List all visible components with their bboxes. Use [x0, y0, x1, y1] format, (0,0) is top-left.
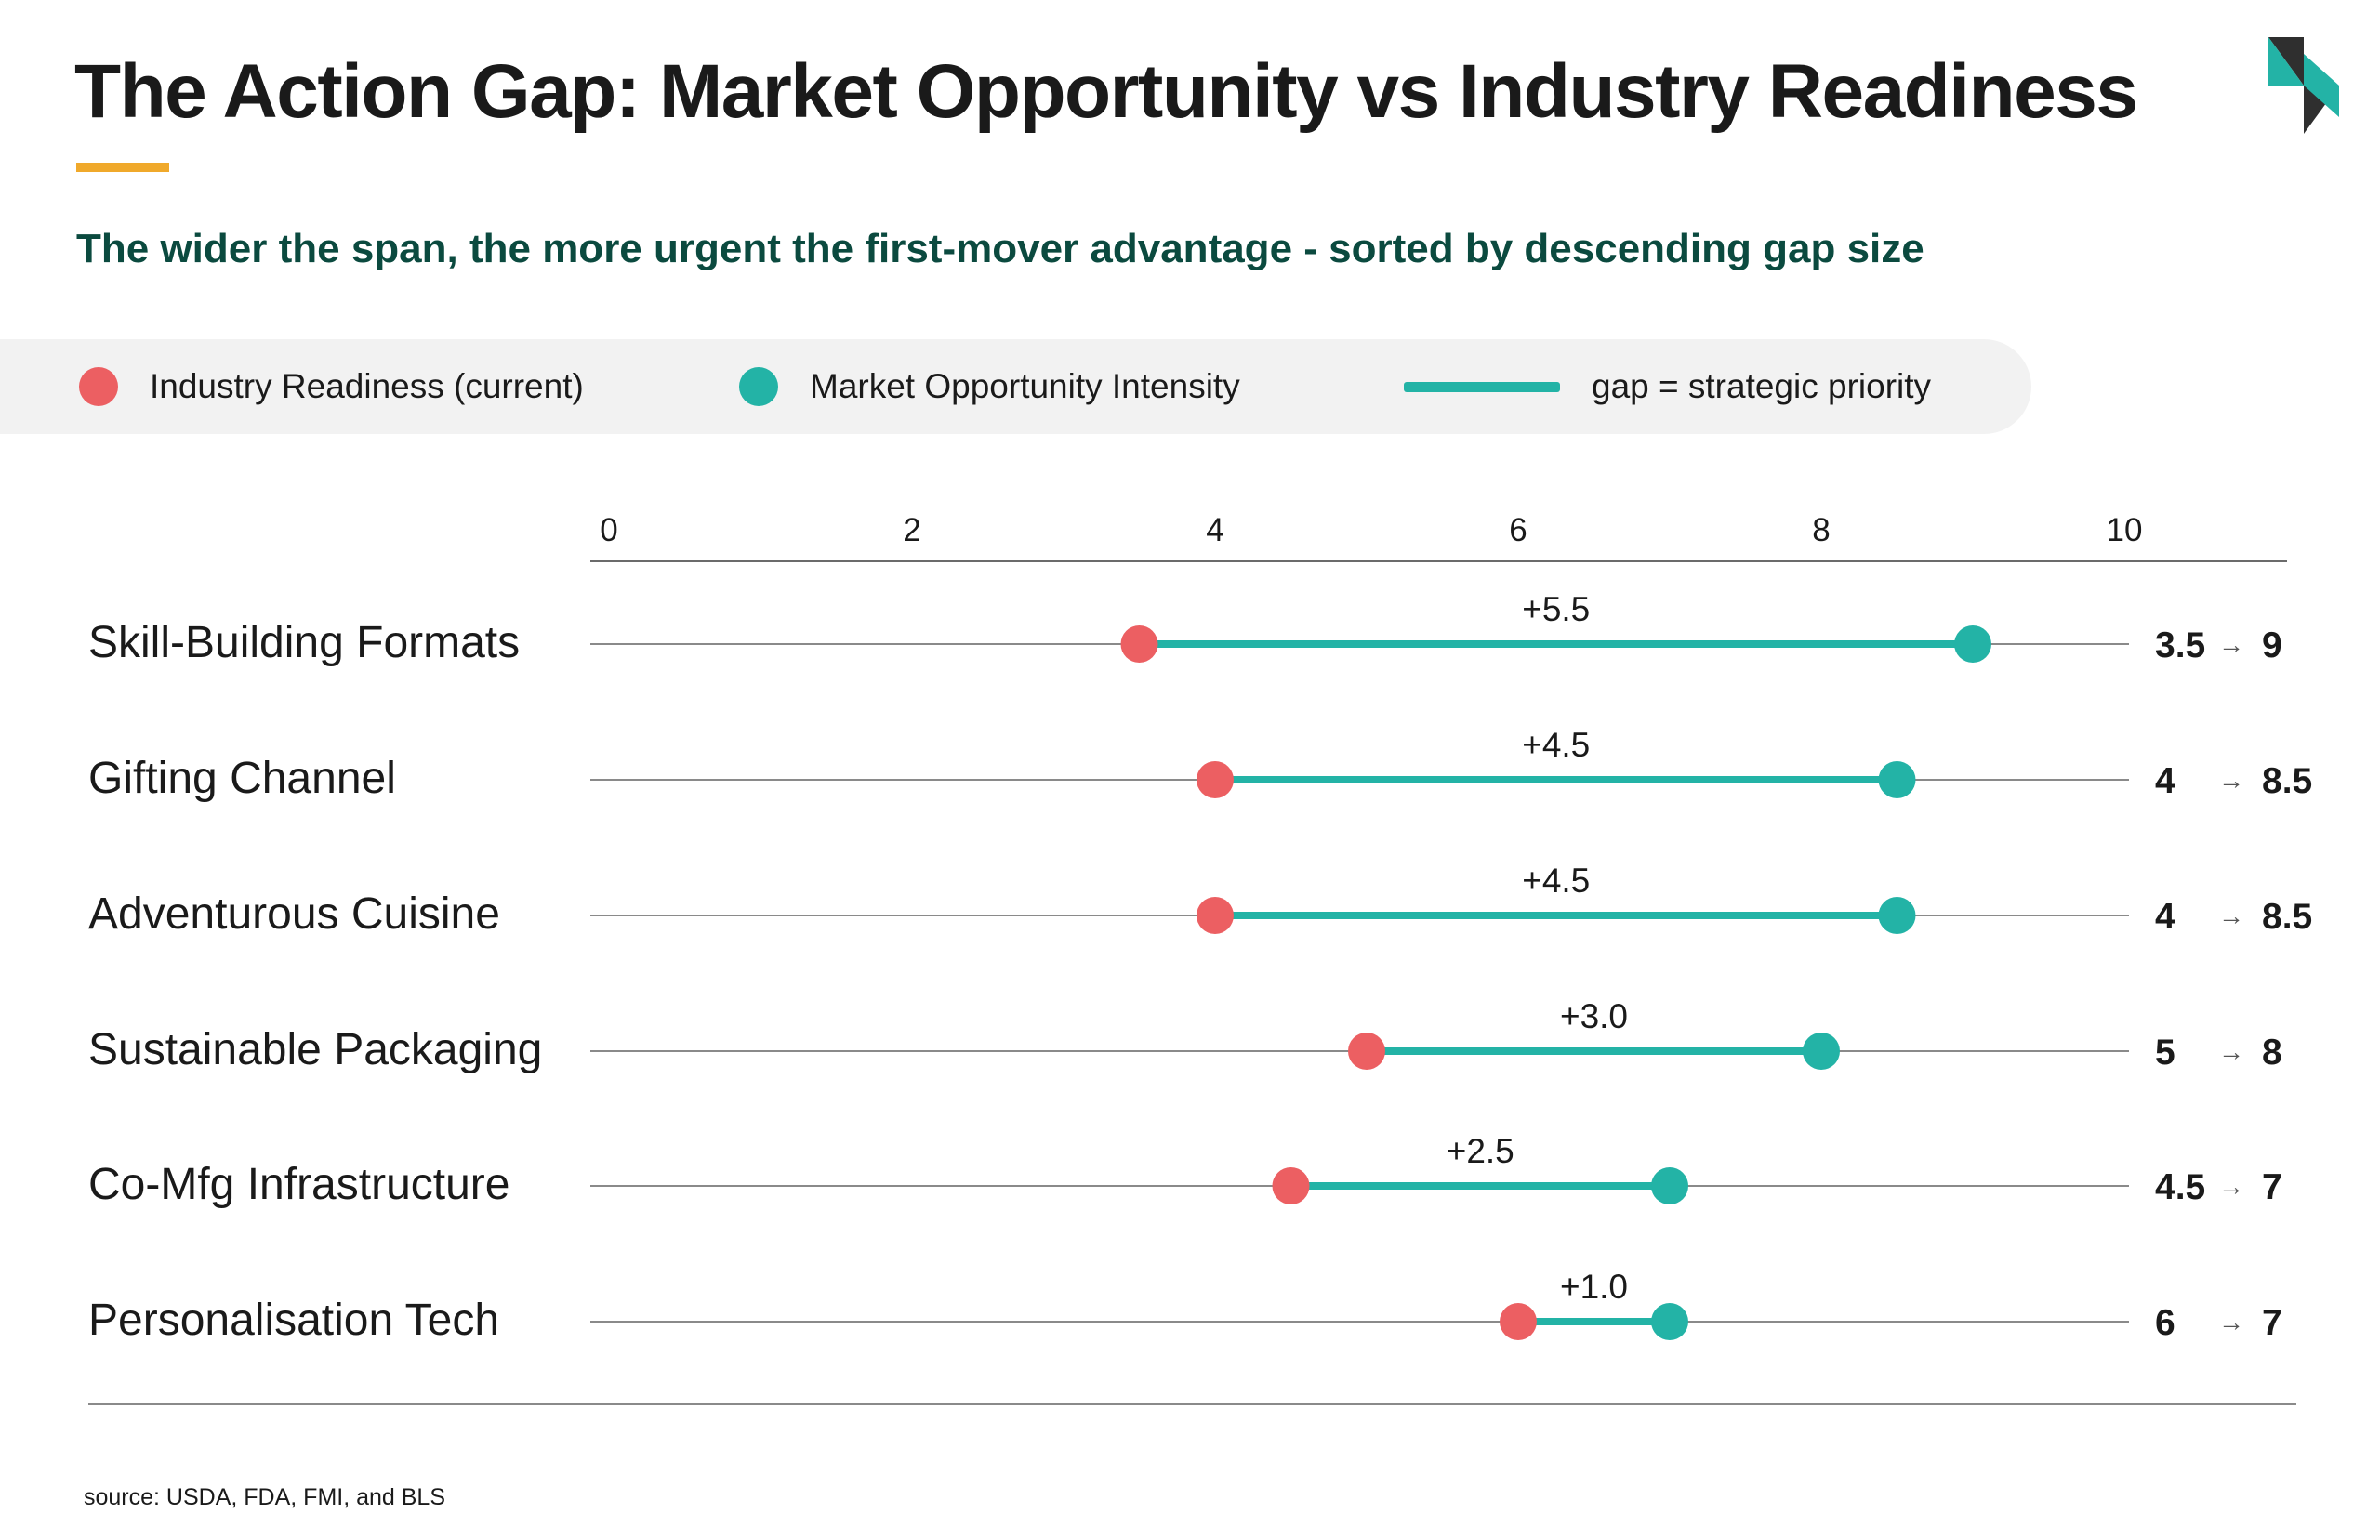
arrow-icon: → [2218, 1308, 2244, 1336]
opportunity-value-label: 8.5 [2262, 897, 2312, 937]
x-tick-label: 4 [1206, 512, 1223, 548]
category-label: Sustainable Packaging [88, 1025, 542, 1074]
opportunity-point [1954, 625, 1991, 663]
legend-item-readiness: Industry Readiness (current) [79, 339, 584, 434]
readiness-value-label: 4 [2155, 761, 2175, 801]
gap-label: +3.0 [1560, 997, 1628, 1035]
opportunity-point [1651, 1167, 1688, 1204]
gap-label: +4.5 [1522, 862, 1590, 900]
arrow-icon: → [2218, 1037, 2244, 1066]
opportunity-point [1651, 1303, 1688, 1340]
readiness-value-label: 6 [2155, 1303, 2175, 1343]
brand-logo-icon [2268, 37, 2339, 134]
opportunity-point [1878, 761, 1916, 798]
gap-label: +1.0 [1560, 1268, 1628, 1306]
category-label: Personalisation Tech [88, 1296, 499, 1345]
readiness-value-label: 3.5 [2155, 625, 2205, 665]
readiness-value-label: 4 [2155, 897, 2175, 937]
opportunity-point [1803, 1033, 1840, 1070]
gap-label: +5.5 [1522, 590, 1590, 628]
category-label: Skill-Building Formats [88, 618, 520, 667]
category-label: Gifting Channel [88, 754, 396, 803]
opportunity-value-label: 8 [2262, 1033, 2282, 1073]
gap-label: +4.5 [1522, 726, 1590, 764]
arrow-icon: → [2218, 630, 2244, 659]
opportunity-value-label: 7 [2262, 1303, 2282, 1343]
x-tick-label: 6 [1509, 512, 1527, 548]
x-tick-label: 0 [600, 512, 617, 548]
gap-line-icon [1404, 381, 1560, 392]
readiness-point [1348, 1033, 1385, 1070]
opportunity-point [1878, 897, 1916, 934]
readiness-point [1197, 761, 1234, 798]
legend-label-readiness: Industry Readiness (current) [150, 367, 584, 405]
gap-label: +2.5 [1447, 1132, 1514, 1170]
category-label: Co-Mfg Infrastructure [88, 1160, 509, 1209]
readiness-value-label: 4.5 [2155, 1167, 2205, 1207]
opportunity-value-label: 9 [2262, 625, 2282, 665]
legend-item-opportunity: Market Opportunity Intensity [739, 339, 1240, 434]
readiness-point [1272, 1167, 1310, 1204]
opportunity-value-label: 8.5 [2262, 761, 2312, 801]
arrow-icon: → [2218, 902, 2244, 930]
x-tick-label: 8 [1812, 512, 1830, 548]
arrow-icon: → [2218, 1172, 2244, 1201]
title-accent-bar [76, 163, 169, 172]
dumbbell-chart: 0 2 4 6 8 10 Skill-Building Formats +5.5 3.5 → 9 Gi… [88, 512, 2312, 1405]
legend: Industry Readiness (current) Market Oppo… [0, 339, 2031, 434]
x-tick-label: 10 [2107, 512, 2143, 548]
readiness-value-label: 5 [2155, 1033, 2175, 1073]
opportunity-dot-icon [739, 367, 778, 406]
readiness-point [1197, 897, 1234, 934]
source-note: source: USDA, FDA, FMI, and BLS [84, 1484, 446, 1510]
x-tick-label: 2 [903, 512, 920, 548]
readiness-dot-icon [79, 367, 118, 406]
legend-label-opportunity: Market Opportunity Intensity [810, 367, 1240, 405]
readiness-point [1120, 625, 1158, 663]
chart-title: The Action Gap: Market Opportunity vs In… [74, 49, 2138, 134]
chart-subtitle: The wider the span, the more urgent the … [76, 226, 1924, 271]
legend-item-gap: gap = strategic priority [1404, 339, 1931, 434]
legend-label-gap: gap = strategic priority [1592, 367, 1932, 405]
readiness-point [1500, 1303, 1537, 1340]
opportunity-value-label: 7 [2262, 1167, 2282, 1207]
category-label: Adventurous Cuisine [88, 889, 500, 939]
arrow-icon: → [2218, 766, 2244, 795]
